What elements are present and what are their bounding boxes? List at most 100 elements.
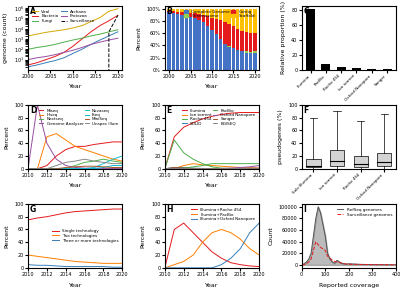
Bacteria [52, 55, 57, 58]
Miseq [110, 140, 115, 144]
Single technology [26, 218, 30, 222]
Illumina+Oxford Nanopore [181, 266, 186, 270]
BGISEQ [200, 167, 205, 170]
SOLID [219, 167, 224, 170]
MiniSeq [120, 166, 125, 169]
PacBio [172, 167, 177, 170]
Two technologies [92, 261, 96, 264]
Bar [189, 17, 192, 70]
Fungi [106, 30, 111, 34]
Fungi [34, 46, 39, 49]
Viral [116, 7, 120, 10]
Novaseq [35, 167, 40, 170]
Bacteria [70, 44, 75, 48]
Bar [214, 18, 218, 34]
Line: MiniSeq: MiniSeq [28, 166, 122, 169]
Line: Nextseq: Nextseq [28, 159, 122, 169]
Unspec_Illum [101, 161, 106, 164]
Three or more technologies [73, 265, 78, 268]
Protozoa [34, 56, 39, 60]
Illumina+PacBio [172, 263, 177, 266]
Sanger [228, 167, 233, 170]
BGISEQ [247, 166, 252, 170]
Illumina [210, 115, 214, 118]
Bar [232, 26, 235, 48]
BGISEQ [228, 167, 233, 170]
Nextseq [44, 167, 49, 170]
PacBio [200, 164, 205, 167]
Oxford Nanopore [172, 167, 177, 170]
Y-axis label: Percent: Percent [141, 125, 146, 149]
Hiseq [92, 151, 96, 154]
BGISEQ [210, 167, 214, 170]
Bar [202, 22, 205, 70]
Nextseq [73, 164, 78, 167]
Genome Analyser [120, 167, 125, 170]
Bar [223, 9, 226, 22]
Archaea [98, 38, 102, 42]
Viral [44, 31, 48, 34]
Illumina+Roche 454 [181, 221, 186, 225]
Bar [382, 69, 392, 70]
Bar [330, 149, 344, 166]
Y-axis label: Relative proportion (%): Relative proportion (%) [281, 1, 286, 74]
Bar [249, 9, 252, 33]
Fungi [62, 40, 66, 44]
Ion torrent [191, 162, 196, 165]
Illumina+Roche 454 [257, 265, 262, 268]
Bar [253, 53, 257, 70]
Bar [228, 46, 231, 47]
Nextseq [35, 167, 40, 170]
Bar [193, 18, 196, 70]
Single technology [101, 208, 106, 211]
Bar [228, 9, 231, 24]
Three or more technologies [82, 265, 87, 268]
Line: Two technologies: Two technologies [28, 255, 122, 263]
Miseq [26, 167, 30, 170]
Line: Ion torrent: Ion torrent [165, 164, 259, 169]
Archaea [44, 61, 48, 65]
Bar [321, 64, 330, 70]
Novaseq [101, 162, 106, 165]
Nextseq [54, 167, 59, 170]
Bacteria [116, 14, 120, 17]
Illumina+Oxford Nanopore [228, 257, 233, 260]
MiniSeq [44, 167, 49, 170]
X-axis label: Year: Year [205, 283, 219, 287]
Text: E: E [167, 106, 172, 115]
Bar [193, 13, 196, 18]
Three or more technologies [92, 265, 96, 268]
Line: Viral: Viral [28, 9, 118, 36]
Unspec_Illum [120, 162, 125, 165]
Line: Surveillance: Surveillance [28, 15, 118, 288]
Y-axis label: Percent: Percent [4, 125, 9, 149]
Two technologies [110, 262, 115, 265]
Bacteria [62, 51, 66, 54]
Bar [244, 9, 248, 32]
Unspec_Illum [82, 158, 87, 161]
Sanger [238, 167, 243, 170]
iSeq [35, 167, 40, 170]
Genome Analyser [35, 103, 40, 107]
Legend: Single technology, Two technologies, Three or more technologies: Single technology, Two technologies, Thr… [51, 228, 120, 245]
Novaseq [92, 166, 96, 169]
Legend: Illumina, Ion torrent, Roche 454, SOLID, PacBio, Oxford Nanopore, Sanger, BGISEQ: Illumina, Ion torrent, Roche 454, SOLID,… [181, 107, 257, 128]
Unspec_Illum [44, 167, 49, 170]
Y-axis label: genome (count): genome (count) [3, 13, 8, 63]
Novaseq [44, 167, 49, 170]
Text: I: I [304, 205, 306, 214]
Illumina [162, 167, 167, 170]
Novaseq [26, 167, 30, 170]
Bar [198, 14, 201, 20]
Archaea [62, 56, 66, 60]
MiniSeq [26, 167, 30, 170]
Line: Hiseq: Hiseq [28, 134, 122, 169]
SOLID [191, 166, 196, 170]
Illumina [228, 111, 233, 115]
Roche 454 [191, 158, 196, 161]
Bar [219, 9, 222, 20]
Text: C: C [304, 7, 309, 16]
Hiseq [35, 167, 40, 170]
Sanger [247, 167, 252, 170]
Ion torrent [181, 164, 186, 167]
